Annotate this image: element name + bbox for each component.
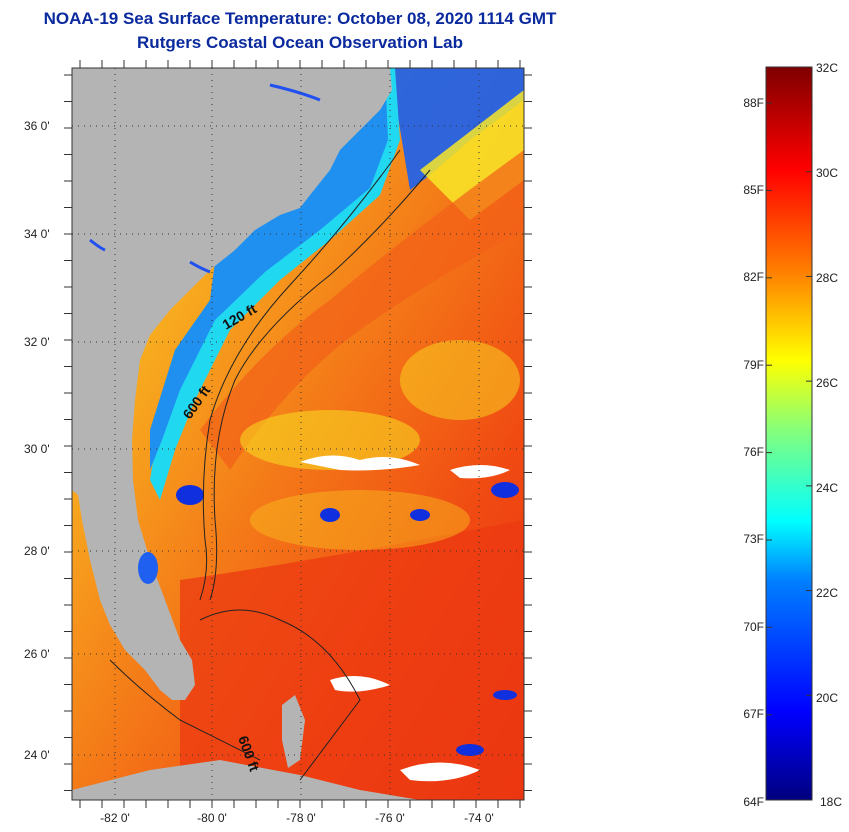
fahrenheit-label: 85F [743,183,764,197]
lat-label: 32 0' [24,335,50,349]
lon-label: -80 0' [197,811,227,825]
lon-label: -78 0' [286,811,316,825]
celsius-label: 20C [816,691,839,705]
lon-label: -82 0' [100,811,130,825]
lat-label: 36 0' [24,119,50,133]
fahrenheit-label: 64F [743,795,764,809]
map-title: NOAA-19 Sea Surface Temperature: October… [43,9,557,28]
fahrenheit-label: 88F [743,96,764,110]
lat-label: 28 0' [24,544,50,558]
lat-label: 34 0' [24,227,50,241]
graticule [72,68,524,800]
celsius-label: 24C [816,481,839,495]
fahrenheit-label: 73F [743,532,764,546]
lon-label: -74 0' [464,811,494,825]
celsius-label: 32C [816,61,839,75]
fahrenheit-label: 79F [743,358,764,372]
lat-label: 30 0' [24,442,50,456]
celsius-label: 26C [816,376,839,390]
lon-label: -76 0' [375,811,405,825]
fahrenheit-label: 70F [743,620,764,634]
tick-marks [64,60,532,808]
celsius-label: 22C [816,586,839,600]
map-subtitle: Rutgers Coastal Ocean Observation Lab [137,33,463,52]
land-mass [72,68,392,700]
celsius-label: 30C [816,166,839,180]
fahrenheit-label: 82F [743,270,764,284]
colorbar-ticks [766,66,812,801]
lat-label: 24 0' [24,748,50,762]
lat-label: 26 0' [24,647,50,661]
celsius-label: 28C [816,271,839,285]
fahrenheit-label: 67F [743,707,764,721]
fahrenheit-label: 76F [743,445,764,459]
depth-contour [199,149,401,601]
celsius-label: 18C [820,795,843,809]
color-scale-bar [765,66,813,801]
